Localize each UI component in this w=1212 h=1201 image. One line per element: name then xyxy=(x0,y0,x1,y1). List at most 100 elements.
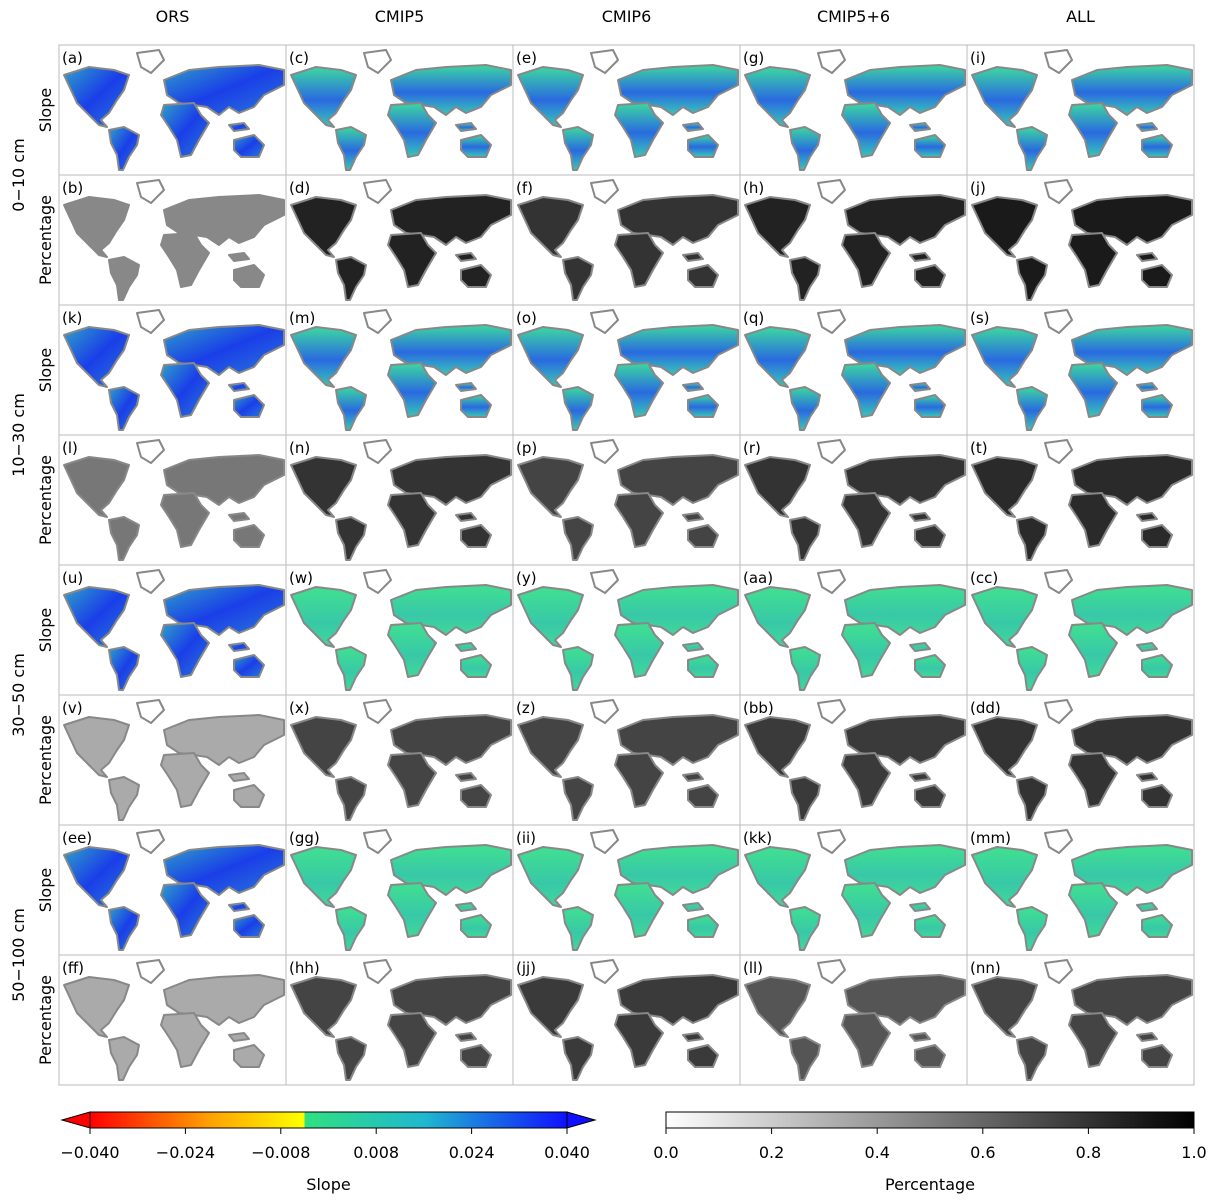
map-panel: (ee) xyxy=(58,824,287,956)
panel-label: (dd) xyxy=(970,699,1001,717)
map-panel: (s) xyxy=(966,304,1195,436)
colorbar-tick-label: 0.008 xyxy=(353,1143,399,1162)
panel-label: (e) xyxy=(516,49,537,67)
map-panel: (q) xyxy=(739,304,968,436)
row-label: Percentage xyxy=(36,455,55,545)
panel-label: (x) xyxy=(289,699,310,717)
map-panel: (aa) xyxy=(739,564,968,696)
depth-label: 0−10 cm xyxy=(9,138,28,211)
panel-label: (t) xyxy=(970,439,988,457)
panel-label: (m) xyxy=(289,309,315,327)
panel-label: (hh) xyxy=(289,959,320,977)
depth-label: 30−50 cm xyxy=(9,653,28,737)
panel-label: (jj) xyxy=(516,959,536,977)
column-header: ALL xyxy=(1066,7,1095,26)
panel-label: (gg) xyxy=(289,829,320,847)
panel-label: (n) xyxy=(289,439,310,457)
row-label: Slope xyxy=(36,348,55,392)
map-panel: (e) xyxy=(512,44,741,176)
colorbar-tick-label: 1.0 xyxy=(1181,1143,1206,1162)
row-label: Percentage xyxy=(36,975,55,1065)
panel-label: (a) xyxy=(62,49,83,67)
map-panel: (h) xyxy=(739,174,968,306)
panel-label: (ii) xyxy=(516,829,536,847)
map-panel: (d) xyxy=(285,174,514,306)
panel-label: (kk) xyxy=(743,829,772,847)
colorbar-extend xyxy=(60,1111,91,1129)
panel-label: (v) xyxy=(62,699,83,717)
map-panel: (i) xyxy=(966,44,1195,176)
column-header: CMIP5 xyxy=(375,7,425,26)
map-panel: (mm) xyxy=(966,824,1195,956)
map-panel: (r) xyxy=(739,434,968,566)
map-panel: (t) xyxy=(966,434,1195,566)
map-panel: (kk) xyxy=(739,824,968,956)
colorbar-tick-label: −0.008 xyxy=(251,1143,310,1162)
colorbar xyxy=(89,1111,568,1129)
colorbar-tick-label: −0.040 xyxy=(60,1143,119,1162)
panel-label: (w) xyxy=(289,569,313,587)
map-panel: (o) xyxy=(512,304,741,436)
panel-label: (z) xyxy=(516,699,536,717)
panel-label: (d) xyxy=(289,179,310,197)
map-panel: (c) xyxy=(285,44,514,176)
map-panel: (l) xyxy=(58,434,287,566)
row-label: Slope xyxy=(36,608,55,652)
map-panel: (v) xyxy=(58,694,287,826)
panel-label: (y) xyxy=(516,569,537,587)
map-panel: (g) xyxy=(739,44,968,176)
panel-label: (g) xyxy=(743,49,764,67)
colorbar-tick-label: 0.2 xyxy=(759,1143,784,1162)
colorbar-title: Slope xyxy=(306,1175,350,1194)
panel-label: (nn) xyxy=(970,959,1001,977)
panel-label: (i) xyxy=(970,49,986,67)
panel-label: (u) xyxy=(62,569,83,587)
colorbar-tick-label: 0.8 xyxy=(1076,1143,1101,1162)
panel-label: (h) xyxy=(743,179,764,197)
panel-label: (c) xyxy=(289,49,309,67)
map-panel: (z) xyxy=(512,694,741,826)
colorbar-tick-label: −0.024 xyxy=(156,1143,215,1162)
panel-label: (ff) xyxy=(62,959,84,977)
map-panel: (y) xyxy=(512,564,741,696)
map-panel: (jj) xyxy=(512,954,741,1086)
map-panel: (nn) xyxy=(966,954,1195,1086)
panel-label: (j) xyxy=(970,179,986,197)
column-header: CMIP5+6 xyxy=(817,7,890,26)
panel-label: (bb) xyxy=(743,699,774,717)
panel-label: (f) xyxy=(516,179,533,197)
colorbar-tick-label: 0.024 xyxy=(449,1143,495,1162)
panel-label: (mm) xyxy=(970,829,1011,847)
map-panel: (cc) xyxy=(966,564,1195,696)
panel-label: (ee) xyxy=(62,829,92,847)
colorbar-extend xyxy=(566,1111,597,1129)
depth-label: 50−100 cm xyxy=(9,908,28,1002)
column-header: CMIP6 xyxy=(602,7,652,26)
panel-label: (q) xyxy=(743,309,764,327)
panel-label: (b) xyxy=(62,179,83,197)
colorbar-tick-label: 0.6 xyxy=(970,1143,995,1162)
map-panel: (k) xyxy=(58,304,287,436)
colorbar-tick-label: 0.0 xyxy=(653,1143,678,1162)
map-panel: (bb) xyxy=(739,694,968,826)
colorbar-tick-label: 0.4 xyxy=(864,1143,889,1162)
panel-label: (s) xyxy=(970,309,990,327)
row-label: Percentage xyxy=(36,715,55,805)
colorbar xyxy=(665,1111,1195,1129)
panel-label: (o) xyxy=(516,309,537,327)
map-panel: (w) xyxy=(285,564,514,696)
map-panel: (m) xyxy=(285,304,514,436)
map-panel: (ff) xyxy=(58,954,287,1086)
column-header: ORS xyxy=(156,7,190,26)
map-panel: (x) xyxy=(285,694,514,826)
map-panel: (dd) xyxy=(966,694,1195,826)
row-label: Slope xyxy=(36,868,55,912)
panel-label: (p) xyxy=(516,439,537,457)
colorbar-tick-label: 0.040 xyxy=(544,1143,590,1162)
map-panel: (n) xyxy=(285,434,514,566)
panel-label: (ll) xyxy=(743,959,763,977)
map-panel: (a) xyxy=(58,44,287,176)
panel-label: (k) xyxy=(62,309,82,327)
map-panel: (u) xyxy=(58,564,287,696)
